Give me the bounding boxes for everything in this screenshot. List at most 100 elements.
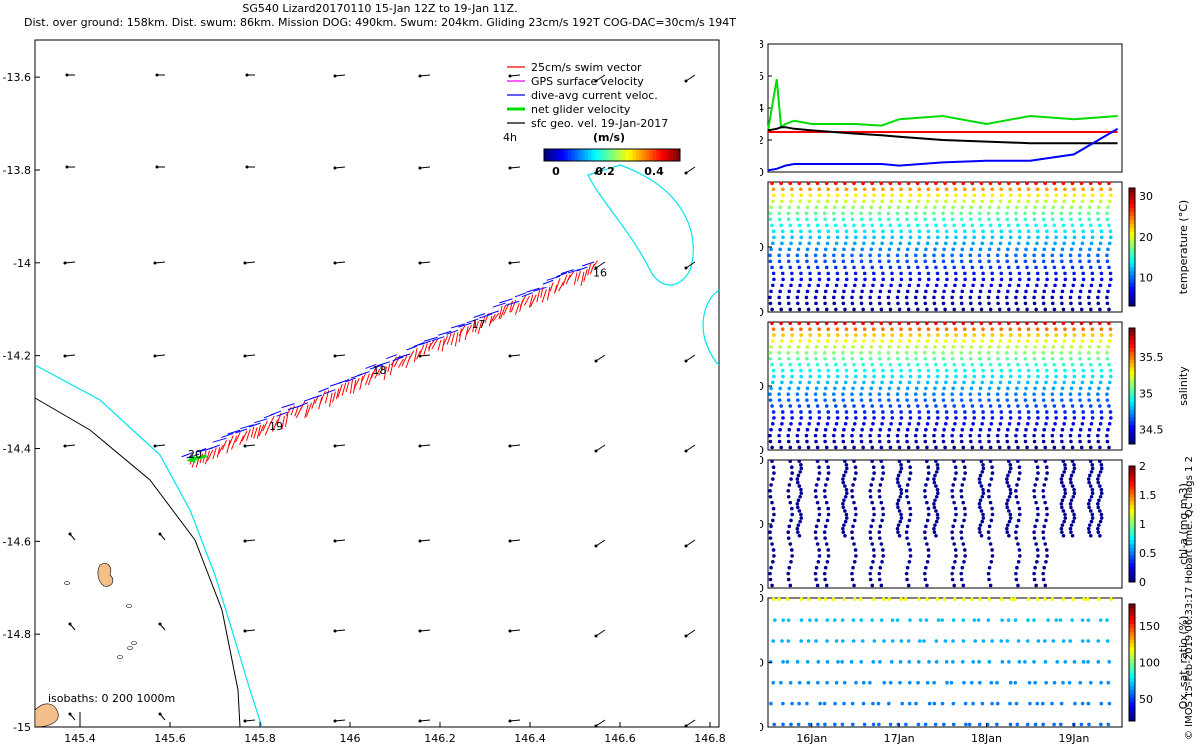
chl-a-point <box>1072 463 1076 467</box>
oxygen-point <box>781 701 785 706</box>
glider-track <box>181 260 598 468</box>
chl-a-point <box>924 459 929 464</box>
temperature-point <box>904 295 909 300</box>
salinity-point <box>1072 333 1077 337</box>
chl-a-point <box>1036 471 1040 475</box>
temperature-point <box>934 241 939 246</box>
chl-a-point <box>1059 502 1064 506</box>
salinity-point <box>887 345 892 349</box>
oxygen-point <box>1058 722 1063 727</box>
sfc-arrow <box>419 719 431 722</box>
chl-a-point <box>978 498 983 503</box>
swim-vector <box>256 424 262 439</box>
temperature-point <box>851 205 855 210</box>
salinity-point <box>1070 404 1075 408</box>
salinity-point <box>843 321 847 326</box>
salinity-point <box>926 410 931 414</box>
chl-a-point <box>1072 466 1077 471</box>
salinity-point <box>932 392 936 397</box>
salinity-point <box>771 327 776 331</box>
chl-a-point <box>877 571 882 576</box>
oxygen-point <box>840 660 844 664</box>
chl-a-point <box>772 471 776 475</box>
oxygen-point <box>1026 597 1031 602</box>
salinity-point <box>881 410 885 414</box>
chl-a-y-tick-label: 1000 <box>760 582 764 595</box>
chl-a-point <box>1016 542 1020 546</box>
oxygen-point <box>825 680 829 685</box>
temperature-point <box>1105 217 1110 222</box>
temperature-point <box>1034 181 1038 186</box>
swim-vector <box>212 447 217 460</box>
temperature-point <box>859 259 864 264</box>
temperature-point <box>790 193 794 198</box>
oxygen-point <box>962 680 966 685</box>
temperature-point <box>1026 187 1031 192</box>
temperature-point <box>1063 229 1067 234</box>
salinity-point <box>987 356 991 361</box>
colorbar-cell <box>635 149 640 161</box>
chl-a-point <box>1096 530 1101 535</box>
chl-a-point <box>924 483 928 487</box>
chl-a-colorbar-cell <box>1129 496 1135 502</box>
salinity-point <box>962 380 966 385</box>
oxygen-point <box>816 660 821 664</box>
oxygen-colorbar-cell <box>1129 682 1135 687</box>
chl-a-point <box>986 530 991 535</box>
chl-a-point <box>1033 524 1037 529</box>
chl-a-point <box>843 533 847 538</box>
chl-a-point <box>852 500 856 505</box>
chl-a-point <box>1045 554 1049 558</box>
temperature-colorbar-cell <box>1129 195 1135 201</box>
oxygen-point <box>1043 639 1047 643</box>
temperature-point <box>977 211 982 216</box>
sfc-arrow-head <box>418 629 422 633</box>
salinity-point <box>934 321 938 326</box>
salinity-point <box>834 339 839 343</box>
chl-a-point <box>963 548 967 552</box>
salinity-point <box>854 374 858 379</box>
chl-a-point <box>987 494 991 499</box>
salinity-point <box>844 416 849 420</box>
temperature-point <box>1051 289 1056 294</box>
temperature-point <box>835 271 840 276</box>
temperature-point <box>914 289 919 294</box>
sfc-arrow-head <box>158 622 162 626</box>
salinity-point <box>1063 374 1068 379</box>
temperature-point <box>796 301 800 306</box>
salinity-point <box>831 433 836 438</box>
temperature-point <box>824 223 829 228</box>
salinity-point <box>950 351 954 355</box>
temperature-point <box>934 223 938 228</box>
salinity-point <box>888 321 893 326</box>
temperature-point <box>860 247 864 252</box>
salinity-point <box>780 368 785 373</box>
temperature-point <box>915 181 920 186</box>
salinity-point <box>788 362 793 367</box>
salinity-point <box>852 421 857 426</box>
salinity-point <box>854 333 858 337</box>
chl-a-point <box>788 542 793 546</box>
chl-a-point <box>877 494 882 499</box>
sfc-arrow <box>419 74 431 77</box>
chl-a-point <box>841 480 846 485</box>
salinity-point <box>954 416 958 420</box>
chl-a-point <box>854 512 858 517</box>
temperature-point <box>780 187 785 192</box>
temperature-point <box>887 205 892 210</box>
salinity-point <box>1105 439 1110 444</box>
salinity-point <box>850 439 855 444</box>
sfc-arrow-head <box>333 719 337 723</box>
chl-a-point <box>962 559 966 564</box>
chl-a-point <box>826 548 831 552</box>
oxygen-point <box>1073 701 1077 706</box>
temperature-point <box>987 259 991 264</box>
oxygen-point <box>861 680 866 685</box>
sfc-arrow-head <box>684 544 688 548</box>
chl-a-point <box>1088 459 1093 464</box>
chl-a-point <box>925 477 930 481</box>
temperature-point <box>823 205 828 210</box>
chl-a-point <box>1007 470 1012 474</box>
sfc-arrow-head <box>245 73 249 77</box>
chl-a-colorbar-cell <box>1129 481 1135 486</box>
